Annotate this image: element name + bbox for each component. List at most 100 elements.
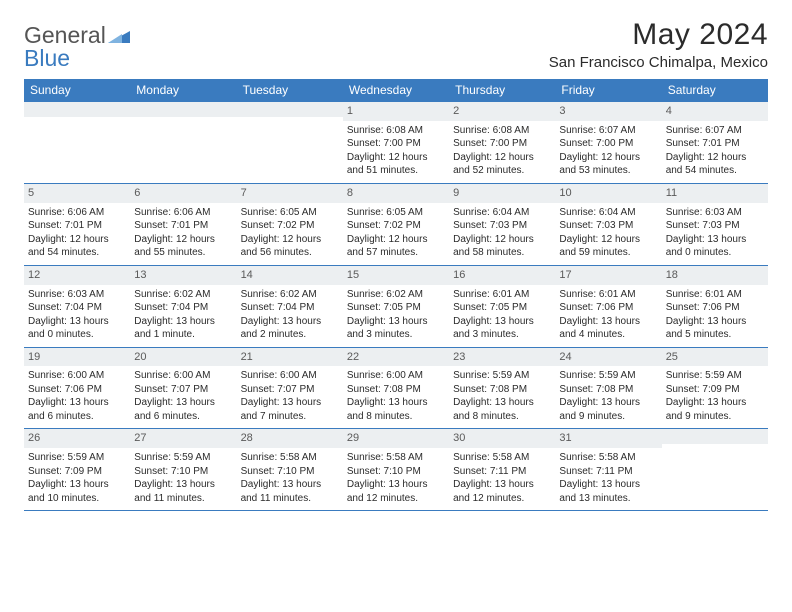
day-cell: 8Sunrise: 6:05 AMSunset: 7:02 PMDaylight… bbox=[343, 184, 449, 265]
daylight-line-1: Daylight: 13 hours bbox=[28, 478, 126, 492]
calendar-page: General Blue May 2024 San Francisco Chim… bbox=[0, 0, 792, 531]
daylight-line-1: Daylight: 13 hours bbox=[241, 315, 339, 329]
title-area: May 2024 San Francisco Chimalpa, Mexico bbox=[549, 18, 768, 71]
daylight-line-2: and 59 minutes. bbox=[559, 246, 657, 260]
daylight-line-2: and 9 minutes. bbox=[666, 410, 764, 424]
day-cell: 14Sunrise: 6:02 AMSunset: 7:04 PMDayligh… bbox=[237, 266, 343, 347]
day-of-week-header: Sunday Monday Tuesday Wednesday Thursday… bbox=[24, 79, 768, 102]
day-cell: 20Sunrise: 6:00 AMSunset: 7:07 PMDayligh… bbox=[130, 348, 236, 429]
sunset-line: Sunset: 7:06 PM bbox=[666, 301, 764, 315]
sunrise-line: Sunrise: 6:07 AM bbox=[666, 124, 764, 138]
daylight-line-2: and 11 minutes. bbox=[241, 492, 339, 506]
day-number: 11 bbox=[662, 184, 768, 203]
sunset-line: Sunset: 7:03 PM bbox=[559, 219, 657, 233]
sunrise-line: Sunrise: 6:02 AM bbox=[134, 288, 232, 302]
dow-saturday: Saturday bbox=[662, 79, 768, 102]
sunset-line: Sunset: 7:03 PM bbox=[666, 219, 764, 233]
day-number: 6 bbox=[130, 184, 236, 203]
daylight-line-1: Daylight: 12 hours bbox=[134, 233, 232, 247]
sunset-line: Sunset: 7:04 PM bbox=[241, 301, 339, 315]
daylight-line-2: and 52 minutes. bbox=[453, 164, 551, 178]
daylight-line-2: and 12 minutes. bbox=[347, 492, 445, 506]
sunrise-line: Sunrise: 6:00 AM bbox=[134, 369, 232, 383]
daylight-line-2: and 51 minutes. bbox=[347, 164, 445, 178]
daylight-line-2: and 5 minutes. bbox=[666, 328, 764, 342]
daylight-line-2: and 55 minutes. bbox=[134, 246, 232, 260]
day-number: 8 bbox=[343, 184, 449, 203]
sunset-line: Sunset: 7:11 PM bbox=[453, 465, 551, 479]
daylight-line-2: and 0 minutes. bbox=[666, 246, 764, 260]
day-cell: 1Sunrise: 6:08 AMSunset: 7:00 PMDaylight… bbox=[343, 102, 449, 183]
sunset-line: Sunset: 7:06 PM bbox=[559, 301, 657, 315]
sunset-line: Sunset: 7:10 PM bbox=[241, 465, 339, 479]
sunrise-line: Sunrise: 6:06 AM bbox=[134, 206, 232, 220]
daylight-line-1: Daylight: 13 hours bbox=[241, 396, 339, 410]
month-title: May 2024 bbox=[549, 18, 768, 52]
daylight-line-1: Daylight: 12 hours bbox=[347, 233, 445, 247]
day-number: 27 bbox=[130, 429, 236, 448]
day-cell: 6Sunrise: 6:06 AMSunset: 7:01 PMDaylight… bbox=[130, 184, 236, 265]
day-number bbox=[237, 102, 343, 117]
location-label: San Francisco Chimalpa, Mexico bbox=[549, 54, 768, 71]
daylight-line-2: and 53 minutes. bbox=[559, 164, 657, 178]
day-number: 17 bbox=[555, 266, 661, 285]
day-cell: 15Sunrise: 6:02 AMSunset: 7:05 PMDayligh… bbox=[343, 266, 449, 347]
sunset-line: Sunset: 7:04 PM bbox=[134, 301, 232, 315]
day-number: 3 bbox=[555, 102, 661, 121]
daylight-line-2: and 6 minutes. bbox=[134, 410, 232, 424]
daylight-line-1: Daylight: 12 hours bbox=[241, 233, 339, 247]
daylight-line-2: and 58 minutes. bbox=[453, 246, 551, 260]
day-number: 2 bbox=[449, 102, 555, 121]
daylight-line-1: Daylight: 13 hours bbox=[134, 478, 232, 492]
sunset-line: Sunset: 7:01 PM bbox=[666, 137, 764, 151]
daylight-line-2: and 54 minutes. bbox=[28, 246, 126, 260]
daylight-line-1: Daylight: 13 hours bbox=[347, 478, 445, 492]
sunrise-line: Sunrise: 6:03 AM bbox=[28, 288, 126, 302]
week-row: 26Sunrise: 5:59 AMSunset: 7:09 PMDayligh… bbox=[24, 429, 768, 511]
daylight-line-1: Daylight: 12 hours bbox=[559, 233, 657, 247]
day-number: 9 bbox=[449, 184, 555, 203]
daylight-line-1: Daylight: 13 hours bbox=[241, 478, 339, 492]
daylight-line-1: Daylight: 13 hours bbox=[666, 315, 764, 329]
dow-thursday: Thursday bbox=[449, 79, 555, 102]
sunrise-line: Sunrise: 5:59 AM bbox=[134, 451, 232, 465]
day-number bbox=[130, 102, 236, 117]
daylight-line-1: Daylight: 13 hours bbox=[453, 315, 551, 329]
daylight-line-2: and 56 minutes. bbox=[241, 246, 339, 260]
daylight-line-1: Daylight: 12 hours bbox=[453, 233, 551, 247]
sunset-line: Sunset: 7:03 PM bbox=[453, 219, 551, 233]
day-cell: 11Sunrise: 6:03 AMSunset: 7:03 PMDayligh… bbox=[662, 184, 768, 265]
daylight-line-1: Daylight: 13 hours bbox=[134, 315, 232, 329]
sunrise-line: Sunrise: 6:00 AM bbox=[347, 369, 445, 383]
daylight-line-1: Daylight: 13 hours bbox=[559, 396, 657, 410]
sunrise-line: Sunrise: 6:01 AM bbox=[453, 288, 551, 302]
sunrise-line: Sunrise: 5:58 AM bbox=[559, 451, 657, 465]
sunset-line: Sunset: 7:09 PM bbox=[28, 465, 126, 479]
day-cell: 5Sunrise: 6:06 AMSunset: 7:01 PMDaylight… bbox=[24, 184, 130, 265]
daylight-line-2: and 13 minutes. bbox=[559, 492, 657, 506]
day-number: 22 bbox=[343, 348, 449, 367]
daylight-line-2: and 4 minutes. bbox=[559, 328, 657, 342]
day-number: 13 bbox=[130, 266, 236, 285]
daylight-line-1: Daylight: 13 hours bbox=[666, 396, 764, 410]
sunset-line: Sunset: 7:07 PM bbox=[134, 383, 232, 397]
day-number: 23 bbox=[449, 348, 555, 367]
sunset-line: Sunset: 7:05 PM bbox=[453, 301, 551, 315]
sunrise-line: Sunrise: 6:08 AM bbox=[347, 124, 445, 138]
day-cell bbox=[237, 102, 343, 183]
day-number: 15 bbox=[343, 266, 449, 285]
day-cell: 16Sunrise: 6:01 AMSunset: 7:05 PMDayligh… bbox=[449, 266, 555, 347]
day-cell: 10Sunrise: 6:04 AMSunset: 7:03 PMDayligh… bbox=[555, 184, 661, 265]
daylight-line-1: Daylight: 12 hours bbox=[453, 151, 551, 165]
day-cell bbox=[662, 429, 768, 510]
day-cell bbox=[130, 102, 236, 183]
dow-monday: Monday bbox=[130, 79, 236, 102]
day-number: 25 bbox=[662, 348, 768, 367]
sunrise-line: Sunrise: 6:01 AM bbox=[559, 288, 657, 302]
sunrise-line: Sunrise: 6:06 AM bbox=[28, 206, 126, 220]
sunset-line: Sunset: 7:07 PM bbox=[241, 383, 339, 397]
day-cell: 26Sunrise: 5:59 AMSunset: 7:09 PMDayligh… bbox=[24, 429, 130, 510]
sunset-line: Sunset: 7:08 PM bbox=[453, 383, 551, 397]
daylight-line-2: and 11 minutes. bbox=[134, 492, 232, 506]
daylight-line-1: Daylight: 12 hours bbox=[559, 151, 657, 165]
